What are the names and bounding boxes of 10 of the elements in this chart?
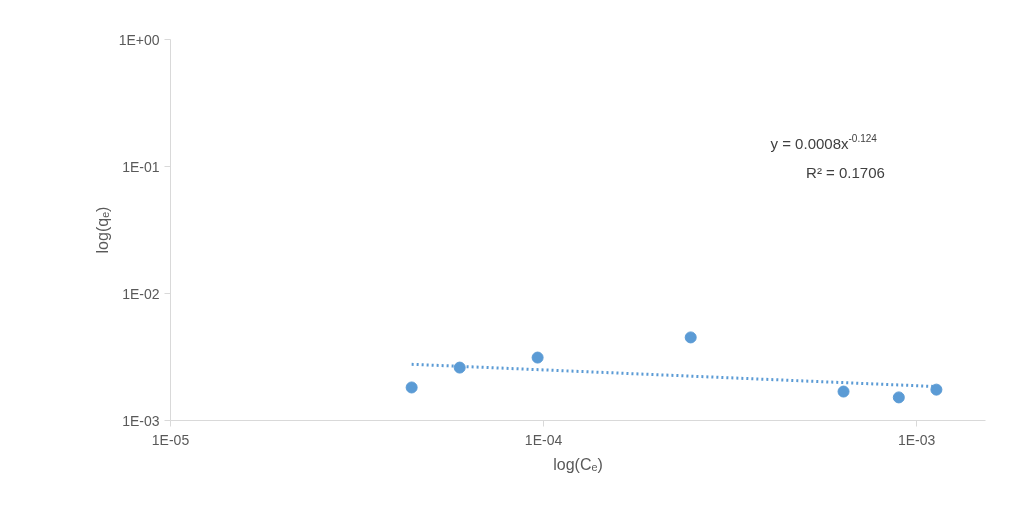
- y-tick-label: 1E-03: [122, 412, 160, 429]
- x-axis-title: log(Cₑ): [553, 455, 603, 473]
- x-tick-label: 1E-04: [524, 431, 563, 448]
- x-tick-label: 1E-03: [897, 431, 936, 448]
- annotation: R² = 0.1706: [806, 164, 885, 181]
- y-tick-label: 1E+00: [118, 31, 160, 48]
- y-tick-label: 1E-01: [122, 158, 160, 175]
- y-axis-title: log(qₑ): [93, 206, 111, 254]
- y-tick-label: 1E-02: [122, 285, 160, 302]
- x-tick-label: 1E-05: [151, 431, 190, 448]
